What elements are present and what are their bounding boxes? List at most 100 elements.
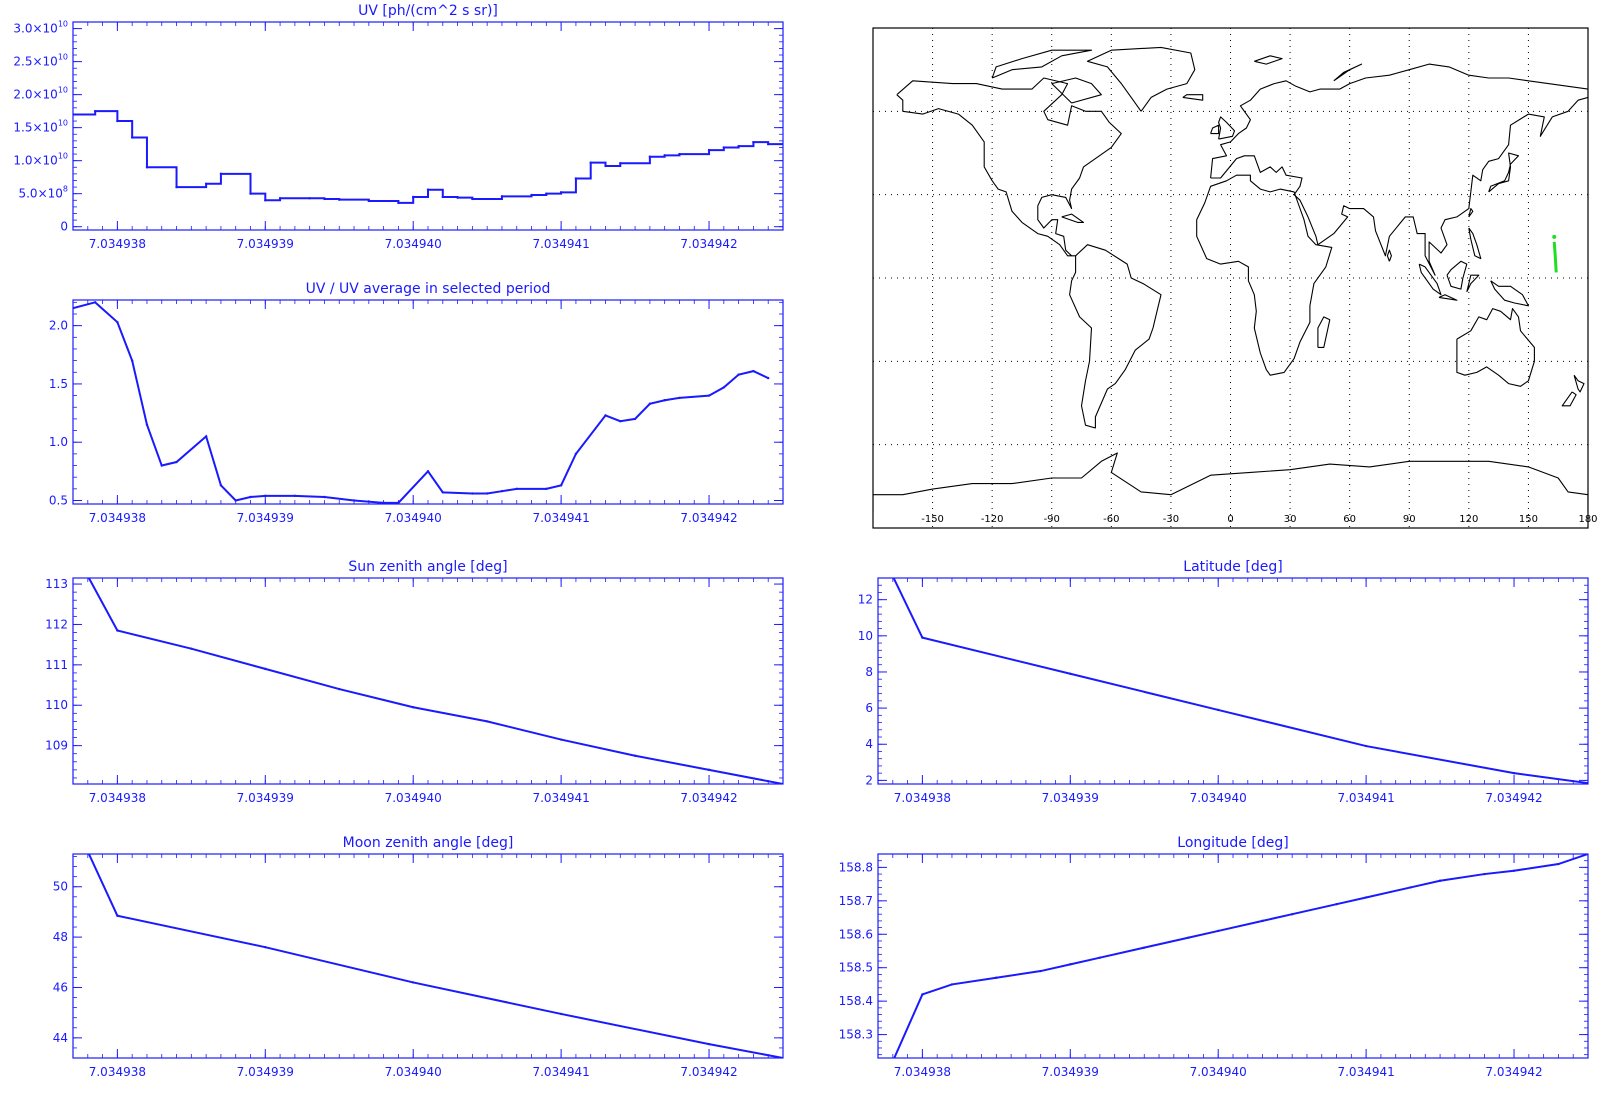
x-tick-label: 7.034940: [385, 511, 442, 525]
data-point: [456, 196, 459, 199]
data-point: [1098, 956, 1102, 959]
coastline-new-zealand-south: [1561, 391, 1577, 407]
data-point: [752, 140, 755, 144]
chart-panel-4: Moon zenith angle [deg] 7.034938 7.034939 7…: [53, 835, 784, 1079]
data-point: [545, 487, 548, 491]
coastline-uk: [1218, 116, 1236, 140]
y-tick-label: 158.4: [839, 994, 873, 1008]
data-point: [500, 195, 504, 198]
x-tick-label: 7.034939: [1042, 1065, 1099, 1079]
data-series-line: [73, 301, 769, 504]
coastline-new-guinea: [1490, 280, 1529, 307]
y-tick-exponent: 10: [58, 152, 68, 161]
y-tick-label: 1.0: [49, 435, 68, 449]
data-point: [530, 193, 533, 197]
map-lon-tick-label: 150: [1519, 514, 1538, 525]
coastline-antarctica: [873, 452, 1588, 512]
data-point: [995, 976, 998, 979]
x-tick-label: 7.034939: [1042, 791, 1099, 805]
data-point: [921, 636, 924, 639]
coastline-java: [1438, 294, 1458, 301]
coastline-svalbard: [1254, 55, 1283, 65]
y-tick-label: 111: [45, 658, 68, 672]
x-tick-label: 7.034942: [680, 791, 737, 805]
chart-panel-5: Longitude [deg] 7.034938 7.034939 7.034940 7…: [839, 835, 1589, 1079]
data-point: [249, 192, 252, 195]
data-point: [204, 182, 208, 185]
y-tick-label: 158.7: [839, 894, 873, 908]
x-tick-label: 7.034942: [680, 511, 737, 525]
data-point: [87, 575, 89, 577]
coastline-baffin-island: [1051, 77, 1102, 104]
y-tick-label: 1.5×1010: [13, 119, 68, 135]
data-point: [116, 629, 119, 632]
x-tick-label: 7.034941: [1337, 1065, 1394, 1079]
y-tick-label: 113: [45, 577, 68, 591]
y-tick-label: 1.5: [49, 377, 68, 391]
data-point: [73, 113, 75, 116]
plot-frame: [877, 577, 1589, 785]
map-lon-tick-label: 180: [1578, 514, 1597, 525]
data-point: [767, 376, 770, 380]
ground-track-start-marker: [1552, 234, 1557, 239]
y-tick-label: 0.5: [49, 494, 68, 508]
coastline-taiwan: [1468, 208, 1474, 218]
data-point: [892, 575, 894, 577]
data-point: [619, 420, 622, 423]
map-lon-tick-label: -120: [981, 514, 1004, 525]
data-point: [1364, 744, 1368, 748]
data-point: [722, 146, 726, 149]
y-tick-label: 2.0: [49, 319, 68, 333]
y-tick-label: 158.5: [839, 961, 873, 975]
data-point: [1364, 896, 1368, 899]
data-point: [559, 191, 563, 194]
data-point: [1335, 902, 1338, 906]
data-point: [892, 1060, 894, 1062]
map-lon-tick-label: 90: [1403, 514, 1416, 525]
coastline-sri-lanka: [1386, 249, 1392, 262]
data-point: [264, 199, 267, 202]
data-point: [1290, 912, 1294, 916]
data-point: [633, 417, 637, 421]
coastline-borneo: [1446, 260, 1468, 290]
data-series-line: [87, 578, 783, 784]
y-tick-label: 158.3: [839, 1028, 873, 1042]
data-point: [559, 484, 563, 487]
map-frame: [872, 27, 1589, 529]
coastline-arctic-islands: [991, 49, 1093, 79]
y-tick-label: 12: [858, 593, 873, 607]
chart-title: UV [ph/(cm^2 s sr)]: [358, 3, 498, 19]
data-point: [485, 492, 489, 495]
data-point: [93, 301, 97, 304]
data-point: [412, 195, 415, 199]
data-point: [678, 396, 681, 400]
data-point: [87, 850, 89, 852]
y-tick-exponent: 10: [58, 86, 68, 95]
y-tick-label: 10: [858, 629, 873, 643]
x-tick-label: 7.034939: [237, 511, 294, 525]
data-point: [707, 394, 711, 397]
data-point: [559, 738, 563, 741]
data-point: [323, 495, 326, 499]
data-point: [175, 460, 178, 464]
y-tick-exponent: 8: [63, 185, 68, 194]
data-point: [412, 706, 415, 709]
plot-frame: [72, 577, 784, 785]
map-lon-tick-label: 120: [1459, 514, 1478, 525]
data-point: [921, 993, 924, 996]
data-point: [190, 647, 193, 650]
y-tick-label: 112: [45, 617, 68, 631]
data-point: [722, 386, 726, 389]
y-tick-exponent: 10: [58, 20, 68, 29]
data-point: [471, 492, 474, 495]
data-point: [219, 172, 223, 176]
x-tick-label: 7.034940: [385, 791, 442, 805]
data-series-line: [892, 578, 1588, 784]
data-point: [707, 148, 711, 152]
data-point: [1409, 886, 1412, 889]
data-point: [781, 782, 783, 784]
data-point: [574, 452, 578, 456]
data-point: [648, 155, 652, 158]
x-tick-label: 7.034938: [894, 791, 951, 805]
coastline-new-zealand-north: [1573, 374, 1585, 393]
